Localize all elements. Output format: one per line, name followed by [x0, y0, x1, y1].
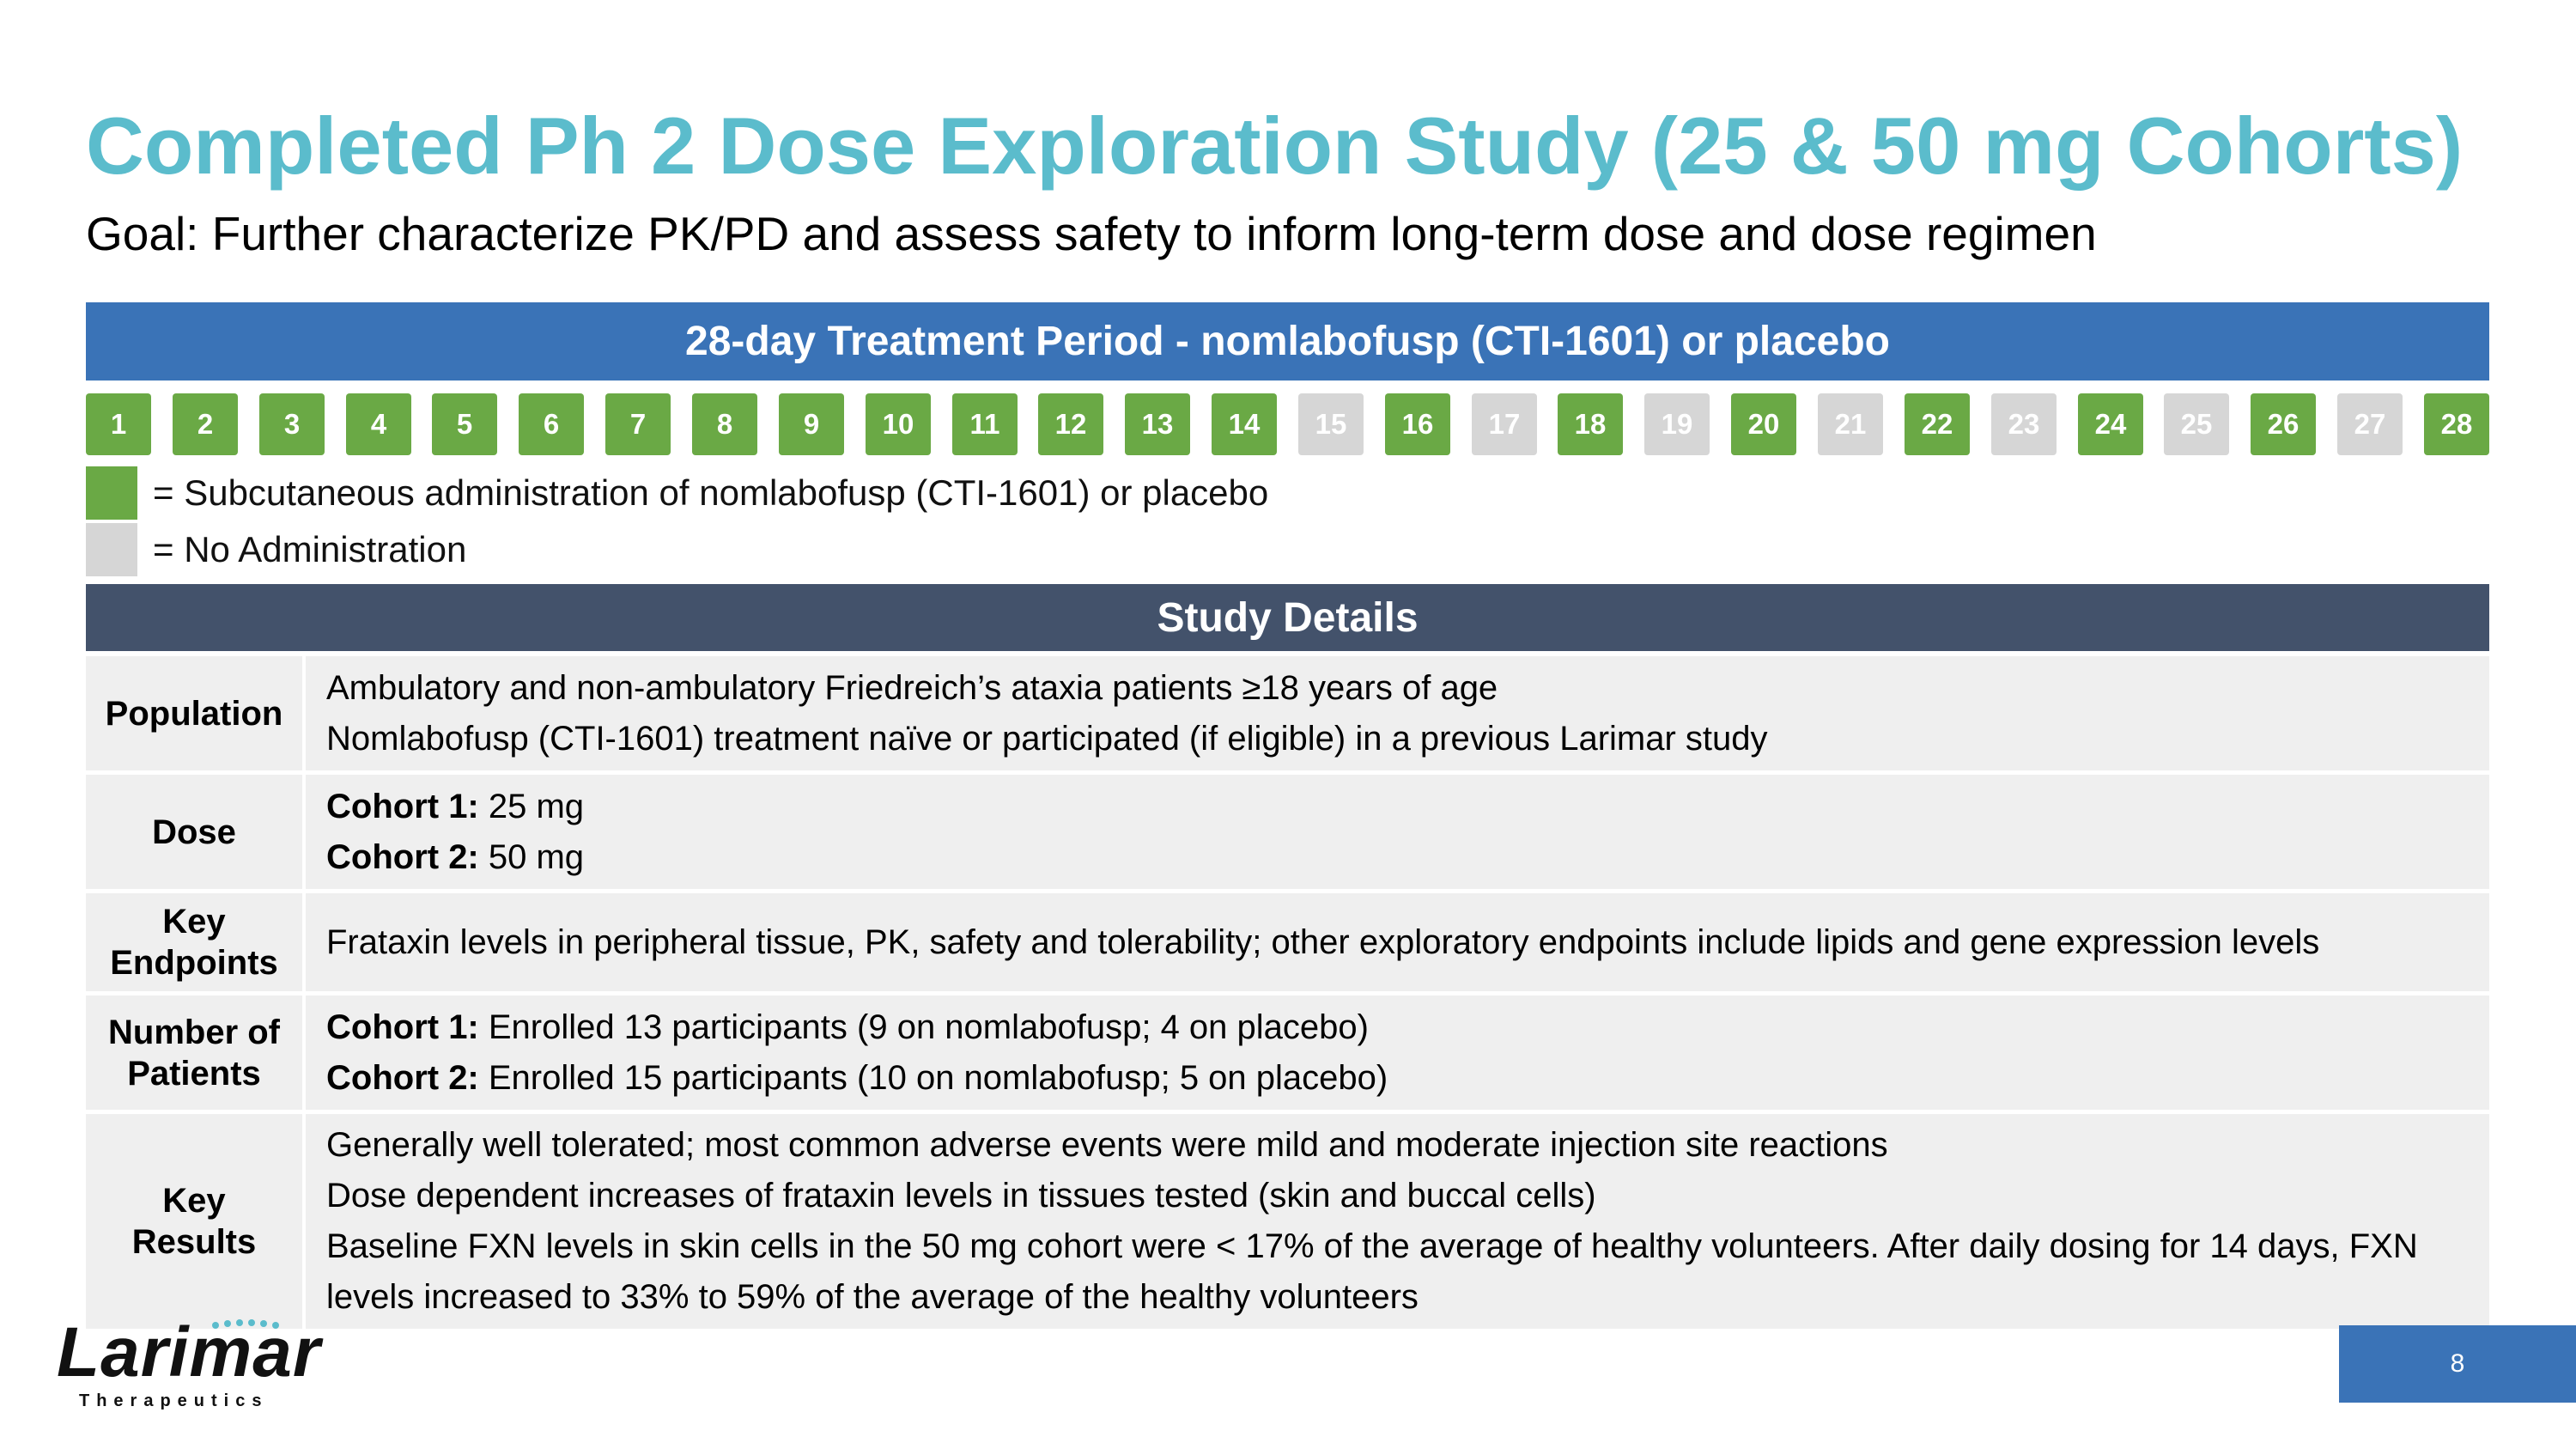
results-content: Generally well tolerated; most common ad… [306, 1114, 2489, 1329]
population-line-2: Nomlabofusp (CTI-1601) treatment naïve o… [326, 719, 1768, 758]
page-number: 8 [2339, 1325, 2576, 1403]
patients-cohort-1: Cohort 1: Enrolled 13 participants (9 on… [326, 1002, 2489, 1053]
logo-wordmark: Larimar [57, 1313, 321, 1391]
results-line-4: levels increased to 33% to 59% of the av… [326, 1278, 1419, 1316]
dose-cohort-1-label: Cohort 1: [326, 787, 479, 825]
day-10-cell: 10 [866, 393, 931, 455]
day-14-cell: 14 [1212, 393, 1277, 455]
day-4-cell: 4 [346, 393, 411, 455]
day-21-cell: 21 [1818, 393, 1883, 455]
endpoints-label-line-1: Key [162, 903, 226, 941]
day-20-cell: 20 [1731, 393, 1796, 455]
patients-cohort-1-value: Enrolled 13 participants (9 on nomlabofu… [478, 1008, 1369, 1046]
green-legend-swatch [86, 466, 137, 520]
day-12-cell: 12 [1038, 393, 1103, 455]
dose-cohort-2-label: Cohort 2: [326, 837, 479, 876]
legend-none-text: = No Administration [153, 529, 467, 569]
day-22-cell: 22 [1905, 393, 1970, 455]
patients-cohort-1-label: Cohort 1: [326, 1008, 479, 1046]
day-13-cell: 13 [1125, 393, 1190, 455]
endpoints-label-line-2: Endpoints [110, 944, 278, 982]
study-details-header: Study Details [86, 584, 2489, 651]
dose-cohort-2: Cohort 2: 50 mg [326, 832, 2489, 883]
patients-row: Number of Patients Cohort 1: Enrolled 13… [86, 995, 2489, 1110]
results-label-line-2: Results [131, 1223, 257, 1261]
results-label-line-1: Key [162, 1182, 226, 1220]
legend-admin-text: = Subcutaneous administration of nomlabo… [153, 472, 1269, 513]
results-row: Key Results Generally well tolerated; mo… [86, 1114, 2489, 1329]
logo-wave-icon [212, 1319, 279, 1329]
day-26-cell: 26 [2251, 393, 2316, 455]
day-3-cell: 3 [259, 393, 325, 455]
dose-content: Cohort 1: 25 mg Cohort 2: 50 mg [306, 775, 2489, 889]
day-11-cell: 11 [952, 393, 1018, 455]
treatment-period-header: 28-day Treatment Period - nomlabofusp (C… [86, 302, 2489, 381]
legend-administration: = Subcutaneous administration of nomlabo… [86, 466, 1268, 520]
day-25-cell: 25 [2164, 393, 2229, 455]
day-16-cell: 16 [1385, 393, 1450, 455]
slide-title: Completed Ph 2 Dose Exploration Study (2… [86, 100, 2464, 191]
day-18-cell: 18 [1558, 393, 1623, 455]
results-line-3: Baseline FXN levels in skin cells in the… [326, 1227, 2418, 1265]
endpoints-text: Frataxin levels in peripheral tissue, PK… [326, 922, 2320, 961]
logo-subtitle: Therapeutics [79, 1391, 269, 1410]
patients-cohort-2-value: Enrolled 15 participants (10 on nomlabof… [478, 1058, 1388, 1097]
day-27-cell: 27 [2337, 393, 2403, 455]
population-content: Ambulatory and non-ambulatory Friedreich… [306, 656, 2489, 770]
day-19-cell: 19 [1644, 393, 1710, 455]
dose-row: Dose Cohort 1: 25 mg Cohort 2: 50 mg [86, 775, 2489, 889]
dose-cohort-2-value: 50 mg [478, 837, 585, 876]
day-24-cell: 24 [2078, 393, 2143, 455]
day-15-cell: 15 [1298, 393, 1364, 455]
larimar-logo: Larimar Therapeutics [57, 1318, 320, 1412]
endpoints-content: Frataxin levels in peripheral tissue, PK… [306, 893, 2489, 991]
patients-cohort-2-label: Cohort 2: [326, 1058, 479, 1097]
day-28-cell: 28 [2424, 393, 2489, 455]
dose-cohort-1-value: 25 mg [478, 787, 585, 825]
patients-label-line-2: Patients [127, 1054, 261, 1093]
population-row: Population Ambulatory and non-ambulatory… [86, 656, 2489, 770]
day-schedule: 1 2 3 4 5 6 7 8 9 10 11 12 13 14 15 16 17 18 19 20 21 22 23 24 2… [86, 393, 2489, 455]
population-line-1: Ambulatory and non-ambulatory Friedreich… [326, 668, 1498, 707]
legend-no-administration: = No Administration [86, 523, 466, 576]
goal-statement: Goal: Further characterize PK/PD and ass… [86, 207, 2097, 260]
day-6-cell: 6 [519, 393, 584, 455]
patients-cohort-2: Cohort 2: Enrolled 15 participants (10 o… [326, 1053, 2489, 1104]
population-label-text: Population [105, 694, 283, 733]
day-5-cell: 5 [432, 393, 497, 455]
results-label: Key Results [86, 1114, 302, 1329]
day-17-cell: 17 [1472, 393, 1537, 455]
endpoints-row: Key Endpoints Frataxin levels in periphe… [86, 893, 2489, 991]
patients-label: Number of Patients [86, 995, 302, 1110]
patients-label-line-1: Number of [108, 1013, 280, 1051]
population-label: Population [86, 656, 302, 770]
day-7-cell: 7 [605, 393, 671, 455]
day-23-cell: 23 [1991, 393, 2057, 455]
dose-cohort-1: Cohort 1: 25 mg [326, 782, 2489, 832]
endpoints-label: Key Endpoints [86, 893, 302, 991]
dose-label: Dose [86, 775, 302, 889]
day-9-cell: 9 [779, 393, 844, 455]
day-2-cell: 2 [173, 393, 238, 455]
results-line-1: Generally well tolerated; most common ad… [326, 1126, 1888, 1164]
day-1-cell: 1 [86, 393, 151, 455]
day-8-cell: 8 [692, 393, 757, 455]
patients-content: Cohort 1: Enrolled 13 participants (9 on… [306, 995, 2489, 1110]
dose-label-text: Dose [152, 813, 236, 851]
gray-legend-swatch [86, 523, 137, 576]
results-line-2: Dose dependent increases of frataxin lev… [326, 1177, 1596, 1215]
